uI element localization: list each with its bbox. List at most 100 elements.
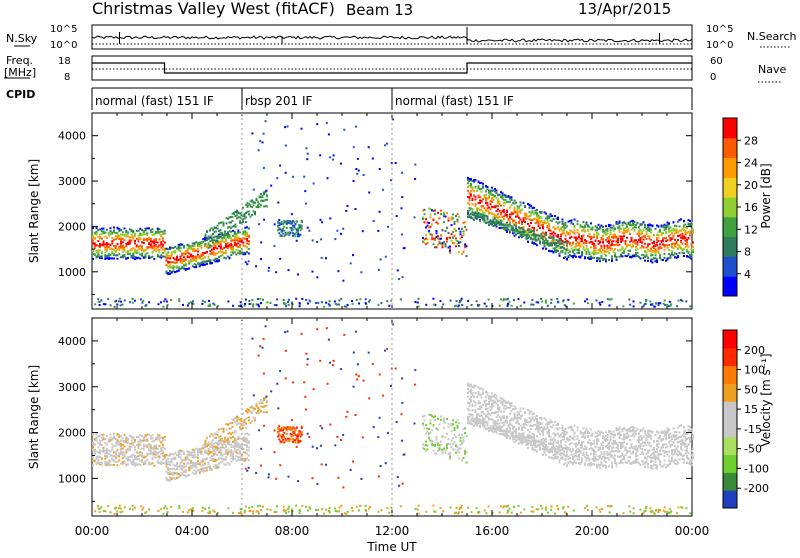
- power-point: [665, 232, 667, 234]
- velocity-point: [225, 450, 227, 452]
- velocity-point: [449, 458, 451, 460]
- velocity-point: [446, 433, 448, 435]
- power-point: [692, 229, 694, 231]
- velocity-point: [436, 453, 438, 455]
- power-point: [514, 232, 516, 234]
- power-point: [530, 214, 532, 216]
- power-point: [127, 231, 129, 233]
- power-point: [605, 225, 607, 227]
- velocity-point: [449, 443, 451, 445]
- power-point: [586, 240, 588, 242]
- power-point: [629, 250, 631, 252]
- velocity-point: [225, 464, 227, 466]
- velocity-point: [117, 440, 119, 442]
- velocity-point: [178, 456, 180, 458]
- velocity-point: [202, 447, 204, 449]
- power-point: [225, 246, 227, 248]
- power-point: [101, 257, 103, 259]
- power-point: [357, 158, 359, 160]
- power-point: [98, 301, 100, 303]
- power-point: [117, 248, 119, 250]
- velocity-point: [110, 451, 112, 453]
- power-point: [607, 245, 609, 247]
- power-point: [532, 212, 534, 214]
- velocity-point: [134, 439, 136, 441]
- velocity-point: [237, 449, 239, 451]
- velocity-point: [243, 451, 245, 453]
- power-point: [202, 254, 204, 256]
- power-point: [629, 233, 631, 235]
- power-point: [232, 230, 234, 232]
- velocity-point: [449, 456, 451, 458]
- velocity-point: [178, 476, 180, 478]
- power-point: [215, 254, 217, 256]
- power-point: [643, 229, 645, 231]
- power-point: [239, 220, 241, 222]
- velocity-point: [185, 460, 187, 462]
- velocity-point: [211, 458, 213, 460]
- velocity-point: [120, 440, 122, 442]
- power-point: [127, 250, 129, 252]
- power-point: [305, 299, 307, 301]
- velocity-point: [134, 465, 136, 467]
- velocity-point: [194, 451, 196, 453]
- power-point: [266, 194, 268, 196]
- power-point: [460, 231, 462, 233]
- power-point: [202, 241, 204, 243]
- velocity-point: [143, 448, 145, 450]
- power-point: [565, 253, 567, 255]
- velocity-point: [218, 442, 220, 444]
- power-point: [632, 245, 634, 247]
- cpid-label: CPID: [6, 88, 35, 101]
- velocity-point: [106, 443, 108, 445]
- velocity-point: [446, 418, 448, 420]
- velocity-point: [457, 425, 459, 427]
- velocity-point: [225, 452, 227, 454]
- power-point: [103, 232, 105, 234]
- power-point: [668, 244, 670, 246]
- power-point: [255, 265, 257, 267]
- power-point: [285, 172, 287, 174]
- power-point: [544, 246, 546, 248]
- power-point: [217, 225, 219, 227]
- velocity-point: [174, 452, 176, 454]
- power-point: [481, 209, 483, 211]
- power-point: [542, 224, 544, 226]
- power-point: [500, 298, 502, 300]
- velocity-point: [454, 441, 456, 443]
- power-point: [124, 249, 126, 251]
- power-point: [353, 180, 355, 182]
- power-point: [152, 241, 154, 243]
- power-point: [658, 234, 660, 236]
- power-point: [545, 232, 547, 234]
- power-point: [467, 300, 469, 302]
- velocity-point: [167, 461, 169, 463]
- power-point: [312, 239, 314, 241]
- power-point: [220, 244, 222, 246]
- power-point: [440, 213, 442, 215]
- velocity-point: [159, 458, 161, 460]
- power-point: [222, 254, 224, 256]
- power-point: [655, 254, 657, 256]
- velocity-point: [481, 415, 483, 417]
- power-point: [638, 235, 640, 237]
- velocity-point: [148, 449, 150, 451]
- velocity-point: [232, 436, 234, 438]
- power-point: [599, 304, 601, 306]
- power-point: [545, 302, 547, 304]
- velocity-point: [460, 437, 462, 439]
- velocity-point: [221, 443, 223, 445]
- power-point: [652, 254, 654, 256]
- velocity-point: [248, 419, 250, 421]
- power-point: [157, 242, 159, 244]
- power-point: [162, 256, 164, 258]
- power-point: [563, 232, 565, 234]
- velocity-point: [451, 439, 453, 441]
- power-point: [589, 233, 591, 235]
- power-point: [562, 219, 564, 221]
- power-point: [159, 233, 161, 235]
- velocity-point: [106, 456, 108, 458]
- power-point: [225, 252, 227, 254]
- power-point: [669, 301, 671, 303]
